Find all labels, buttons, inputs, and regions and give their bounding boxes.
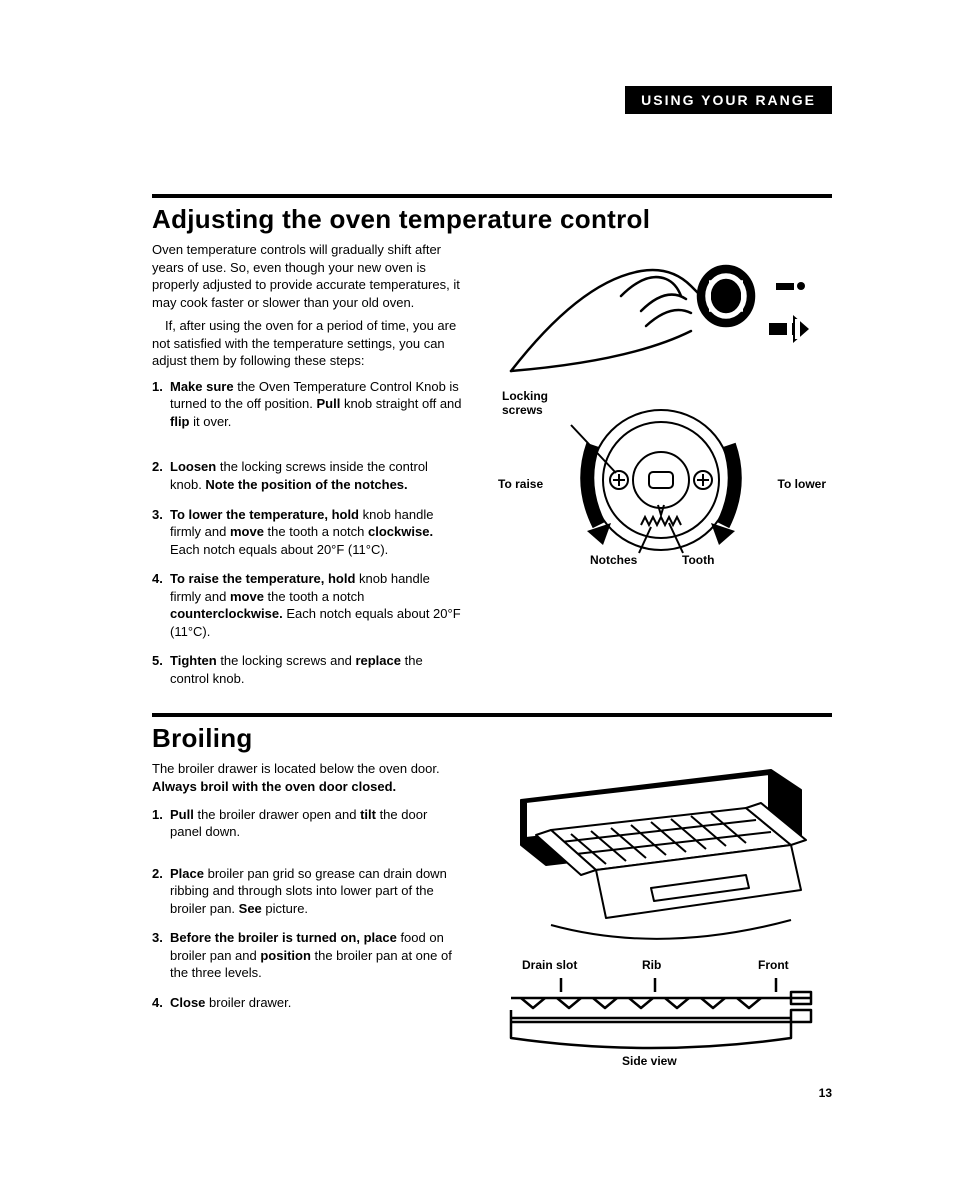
figure-side-view: Drain slot Rib Front Side view: [490, 960, 832, 1070]
step-body: Pull the broiler drawer open and tilt th…: [170, 806, 462, 841]
intro-p1: Oven temperature controls will gradually…: [152, 241, 462, 311]
label-side-view: Side view: [622, 1054, 677, 1068]
section1-columns: Oven temperature controls will gradually…: [152, 241, 832, 699]
section2-title: Broiling: [152, 723, 832, 754]
section1-right: Locking screws To raise To lower Notches…: [490, 241, 832, 699]
step-body: Place broiler pan grid so grease can dra…: [170, 865, 462, 918]
step-number: 1.: [152, 806, 170, 841]
step-number: 4.: [152, 570, 170, 640]
step-body: Before the broiler is turned on, place f…: [170, 929, 462, 982]
label-tooth: Tooth: [682, 553, 714, 567]
page-number: 13: [819, 1086, 832, 1100]
step-number: 2.: [152, 458, 170, 493]
label-to-lower: To lower: [778, 477, 826, 491]
label-to-raise: To raise: [498, 477, 543, 491]
rule-top: [152, 194, 832, 198]
figure-hand-knob: [490, 241, 832, 381]
step-item: 5. Tighten the locking screws and replac…: [152, 652, 462, 687]
step-body: Tighten the locking screws and replace t…: [170, 652, 462, 687]
section1-steps: 1. Make sure the Oven Temperature Contro…: [152, 378, 462, 688]
section-tab: USING YOUR RANGE: [625, 86, 832, 114]
step-item: 1. Pull the broiler drawer open and tilt…: [152, 806, 462, 841]
hand-knob-icon: [490, 241, 832, 381]
step-number: 3.: [152, 929, 170, 982]
rule-mid: [152, 713, 832, 717]
step-item: 4. Close broiler drawer.: [152, 994, 462, 1012]
step-body: Make sure the Oven Temperature Control K…: [170, 378, 462, 431]
section1-intro: Oven temperature controls will gradually…: [152, 241, 462, 370]
step-item: 2. Loosen the locking screws inside the …: [152, 458, 462, 493]
intro-p2: If, after using the oven for a period of…: [152, 317, 462, 370]
section2-right: Drain slot Rib Front Side view: [490, 760, 832, 1070]
section1-left: Oven temperature controls will gradually…: [152, 241, 462, 699]
step-item: 2. Place broiler pan grid so grease can …: [152, 865, 462, 918]
step-body: Close broiler drawer.: [170, 994, 462, 1012]
step-number: 5.: [152, 652, 170, 687]
step-item: 3. To lower the temperature, hold knob h…: [152, 506, 462, 559]
step-body: To raise the temperature, hold knob hand…: [170, 570, 462, 640]
section2-steps: 1. Pull the broiler drawer open and tilt…: [152, 806, 462, 1012]
step-body: To lower the temperature, hold knob hand…: [170, 506, 462, 559]
figure-broiler-drawer: [490, 760, 832, 960]
label-locking-screws: Locking screws: [502, 389, 548, 417]
label-rib: Rib: [642, 958, 661, 972]
section2-columns: The broiler drawer is located below the …: [152, 760, 832, 1070]
section2-left: The broiler drawer is located below the …: [152, 760, 462, 1023]
label-notches: Notches: [590, 553, 637, 567]
figure-knob-back: Locking screws To raise To lower Notches…: [490, 385, 832, 575]
step-number: 3.: [152, 506, 170, 559]
step-item: 4. To raise the temperature, hold knob h…: [152, 570, 462, 640]
section2: Broiling The broiler drawer is located b…: [152, 723, 832, 1070]
step-number: 2.: [152, 865, 170, 918]
broiling-lead: The broiler drawer is located below the …: [152, 760, 462, 795]
step-number: 4.: [152, 994, 170, 1012]
section1-title: Adjusting the oven temperature control: [152, 204, 832, 235]
page-content: USING YOUR RANGE Adjusting the oven temp…: [152, 86, 832, 1070]
broiler-drawer-icon: [490, 760, 832, 960]
step-item: 1. Make sure the Oven Temperature Contro…: [152, 378, 462, 431]
label-drain-slot: Drain slot: [522, 958, 577, 972]
step-item: 3. Before the broiler is turned on, plac…: [152, 929, 462, 982]
label-front: Front: [758, 958, 789, 972]
step-number: 1.: [152, 378, 170, 431]
step-body: Loosen the locking screws inside the con…: [170, 458, 462, 493]
